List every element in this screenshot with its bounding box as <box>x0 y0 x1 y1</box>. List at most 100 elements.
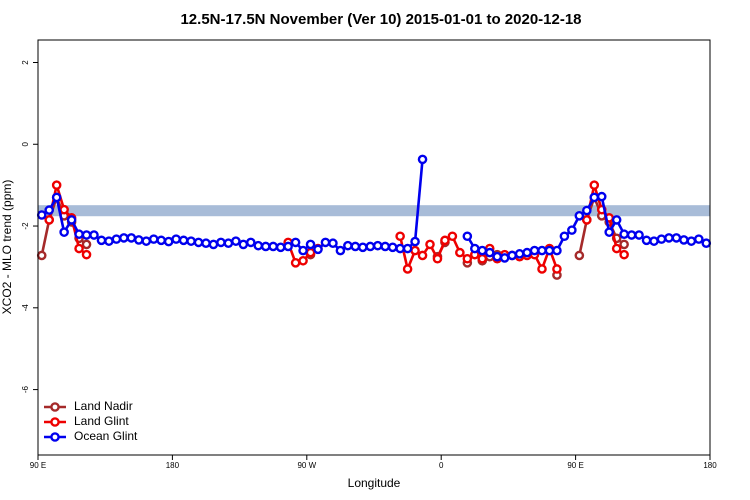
point <box>216 237 226 248</box>
legend-item: Land Nadir <box>44 399 133 413</box>
point <box>335 245 346 256</box>
point <box>455 247 465 258</box>
point <box>679 235 689 245</box>
x-tick-label: 90 E <box>30 461 46 470</box>
x-axis-title: Longitude <box>348 476 401 490</box>
y-axis-title: XCO2 - MLO trend (ppm) <box>0 180 14 315</box>
point <box>320 237 331 248</box>
point <box>350 241 361 252</box>
point <box>499 253 510 263</box>
y-tick-label: -6 <box>21 385 30 393</box>
point <box>671 233 682 243</box>
point <box>417 154 428 165</box>
point <box>59 227 69 237</box>
point <box>313 244 323 255</box>
x-tick-label: 90 W <box>297 461 316 470</box>
point <box>574 250 585 261</box>
point <box>298 245 308 256</box>
point <box>641 235 652 246</box>
point <box>253 240 264 251</box>
point <box>596 191 607 202</box>
point <box>268 241 279 252</box>
point <box>462 253 473 264</box>
point <box>417 250 428 261</box>
point <box>74 229 84 240</box>
point <box>522 247 532 258</box>
point <box>619 239 629 250</box>
point <box>604 227 615 237</box>
point <box>402 264 413 274</box>
point <box>305 239 316 250</box>
point <box>626 230 637 240</box>
point <box>492 251 503 262</box>
point <box>178 235 189 246</box>
point <box>186 236 196 246</box>
point <box>484 247 495 258</box>
point <box>163 236 174 247</box>
point <box>59 204 69 215</box>
point <box>133 235 144 245</box>
point <box>574 211 585 221</box>
legend-marker <box>50 432 60 442</box>
point <box>290 258 301 268</box>
point <box>290 237 301 248</box>
point <box>544 245 555 256</box>
x-tick-label: 90 E <box>567 461 583 470</box>
point <box>410 236 420 247</box>
x-tick-label: 180 <box>703 461 717 470</box>
point <box>611 215 622 225</box>
point <box>208 239 219 250</box>
point <box>372 240 383 251</box>
point <box>171 234 181 244</box>
point <box>74 243 84 254</box>
point <box>328 238 338 249</box>
point <box>649 236 659 246</box>
legend-marker <box>50 417 60 427</box>
point <box>656 234 667 244</box>
point <box>477 253 488 264</box>
point <box>119 233 129 243</box>
point <box>619 229 629 240</box>
y-tick-label: 0 <box>21 141 30 146</box>
point <box>432 253 443 264</box>
point <box>507 250 517 261</box>
point <box>395 243 405 254</box>
point <box>51 192 62 203</box>
point <box>148 234 159 244</box>
point <box>260 241 271 252</box>
point <box>537 264 547 274</box>
point <box>686 236 697 246</box>
point <box>89 230 99 240</box>
point <box>298 255 308 266</box>
point <box>514 249 525 259</box>
legend-item: Land Glint <box>44 414 129 428</box>
point <box>283 241 293 252</box>
point <box>440 235 450 246</box>
point <box>402 243 413 254</box>
point <box>552 264 562 274</box>
point <box>380 241 391 252</box>
point <box>589 180 600 190</box>
point <box>81 230 92 240</box>
point <box>81 249 92 260</box>
point <box>537 245 547 256</box>
y-tick-label: -4 <box>21 304 30 312</box>
point <box>619 249 629 260</box>
point <box>111 234 122 244</box>
point <box>694 234 704 244</box>
point <box>469 243 480 254</box>
point <box>559 231 570 242</box>
point <box>425 239 435 250</box>
point <box>387 242 398 253</box>
point <box>611 243 622 254</box>
point <box>365 241 376 252</box>
point <box>44 215 55 225</box>
reference-band <box>38 205 710 217</box>
point <box>81 239 92 250</box>
legend-label: Land Glint <box>74 414 129 428</box>
point <box>589 192 600 203</box>
point <box>36 210 47 220</box>
point <box>529 245 540 256</box>
point <box>66 215 77 225</box>
